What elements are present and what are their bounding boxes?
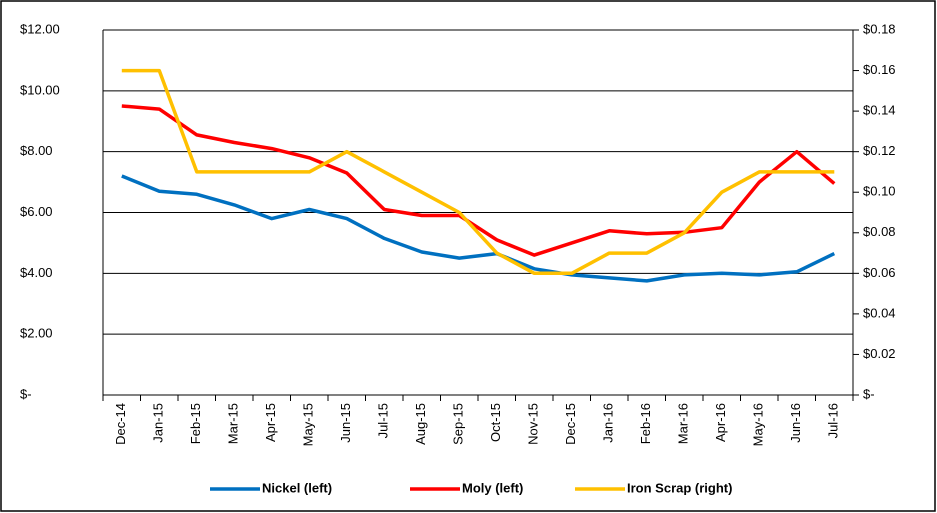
legend-label: Nickel (left) [262, 480, 332, 495]
legend-label: Iron Scrap (right) [627, 480, 732, 495]
y2-tick-label: $- [863, 386, 875, 401]
y-tick-label: $- [20, 386, 32, 401]
x-tick-label: Sep-15 [451, 403, 466, 445]
series-line [121, 68, 835, 276]
x-tick-label: Dec-14 [113, 403, 128, 445]
y-tick-label: $6.00 [20, 204, 53, 219]
y-tick-label: $2.00 [20, 326, 53, 341]
y2-tick-label: $0.04 [863, 305, 896, 320]
y2-tick-label: $0.02 [863, 346, 896, 361]
legend-label: Moly (left) [462, 480, 523, 495]
y-tick-label: $12.00 [20, 21, 60, 36]
x-tick-label: Feb-15 [188, 403, 203, 444]
x-tick-label: Jun-15 [338, 403, 353, 443]
x-tick-label: May-15 [301, 403, 316, 446]
x-tick-label: Apr-16 [713, 403, 728, 442]
y2-tick-label: $0.18 [863, 21, 896, 36]
x-tick-label: Jan-16 [601, 403, 616, 443]
y2-tick-label: $0.12 [863, 143, 896, 158]
x-tick-label: May-16 [751, 403, 766, 446]
x-tick-label: Dec-15 [563, 403, 578, 445]
x-tick-label: Nov-15 [526, 403, 541, 445]
x-tick-label: Oct-15 [488, 403, 503, 442]
x-tick-label: Jul-16 [826, 403, 841, 438]
x-tick-label: Apr-15 [263, 403, 278, 442]
series-line [121, 174, 836, 283]
x-tick-label: Mar-16 [676, 403, 691, 444]
y-tick-label: $10.00 [20, 82, 60, 97]
x-tick-label: Aug-15 [413, 403, 428, 445]
x-tick-label: Jul-15 [376, 403, 391, 438]
x-tick-label: Jun-16 [788, 403, 803, 443]
y2-tick-label: $0.14 [863, 103, 896, 118]
y2-tick-label: $0.16 [863, 62, 896, 77]
y-tick-label: $4.00 [20, 265, 53, 280]
y-tick-label: $8.00 [20, 143, 53, 158]
y2-tick-label: $0.08 [863, 224, 896, 239]
y2-tick-label: $0.10 [863, 184, 896, 199]
series-line [121, 104, 836, 257]
x-tick-label: Mar-15 [226, 403, 241, 444]
x-tick-label: Feb-16 [638, 403, 653, 444]
x-tick-label: Jan-15 [151, 403, 166, 443]
y2-tick-label: $0.06 [863, 265, 896, 280]
